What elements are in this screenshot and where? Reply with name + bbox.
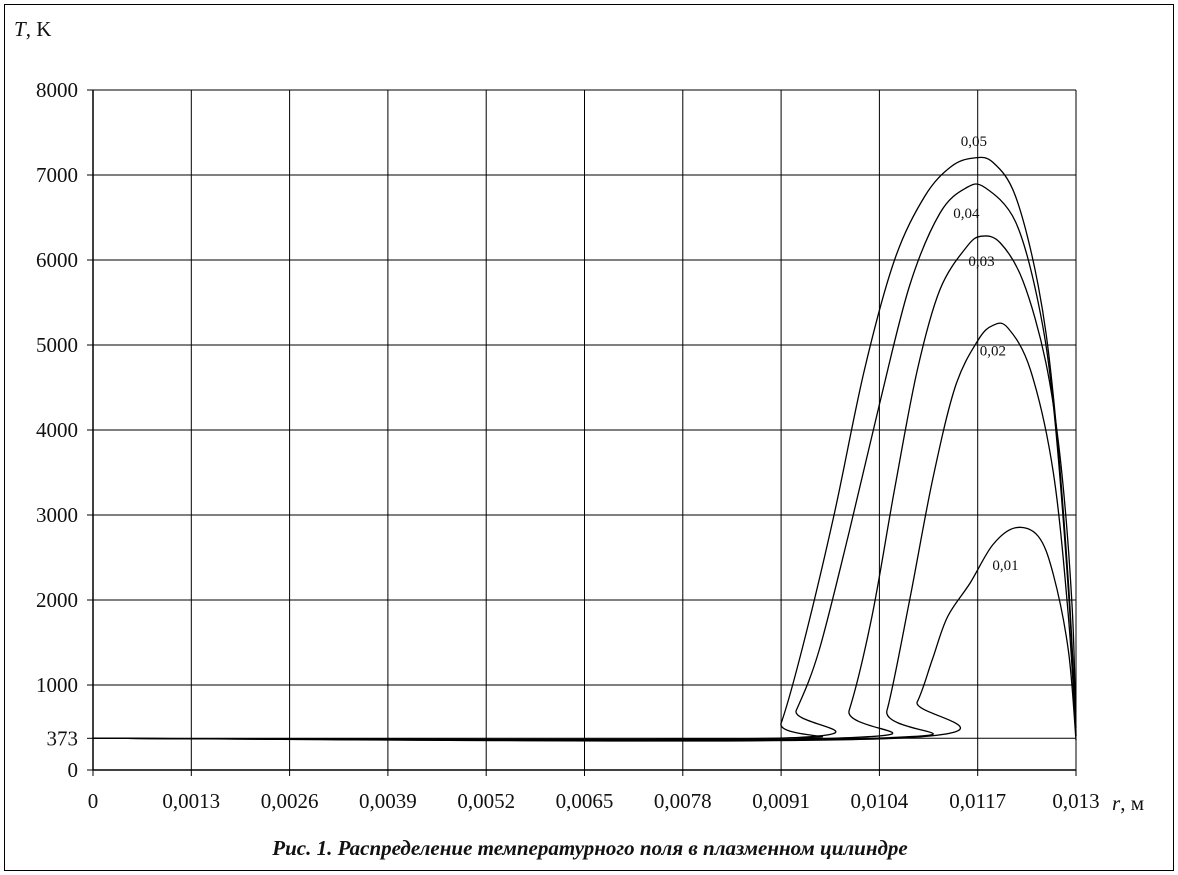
y-tick-label: 3000 [36,503,78,527]
series-labels: 0,05 0,04 0,03 0,02 0,01 [953,134,1018,574]
x-tick-label: 0,0065 [556,789,614,813]
x-tick-label: 0,0078 [654,789,712,813]
x-axis-unit: , м [1120,791,1144,815]
series-line [92,322,1077,742]
y-tick-label: 4000 [36,418,78,442]
x-tick-label: 0,0052 [457,789,515,813]
series-label: 0,02 [980,343,1006,359]
series-label: 0,01 [992,558,1018,574]
x-axis-label: r, м [1112,791,1144,815]
y-tick-label: 1000 [36,673,78,697]
y-tick-label: 373 [47,726,79,750]
figure-frame [4,4,1174,871]
series-line [92,156,1077,741]
y-tick-label: 8000 [36,78,78,102]
series-line [92,235,1077,742]
y-axis-variable: T [14,17,27,41]
series-lines [92,156,1077,742]
series-label: 0,05 [961,134,987,150]
x-tick-label: 0,0013 [162,789,220,813]
axes [87,89,1077,776]
series-line [92,183,1077,742]
x-tick-label: 0,0039 [359,789,417,813]
x-tick-label: 0,0026 [261,789,319,813]
tick-labels: 0 0,0013 0,0026 0,0039 0,0052 0,0065 0,0078 0,0… [36,78,1100,813]
grid [93,89,1077,770]
x-tick-label: 0,0117 [949,789,1006,813]
y-tick-label: 2000 [36,588,78,612]
y-tick-label: 0 [68,758,79,782]
y-tick-label: 7000 [36,163,78,187]
series-label: 0,03 [968,254,994,270]
series-label: 0,04 [953,206,980,222]
series-line [92,526,1077,742]
x-axis-variable: r [1112,791,1121,815]
y-tick-label: 6000 [36,248,78,272]
x-tick-label: 0,0104 [851,789,909,813]
x-tick-label: 0,0091 [752,789,810,813]
y-tick-label: 5000 [36,333,78,357]
x-tick-label: 0,013 [1052,789,1099,813]
figure-caption: Рис. 1. Распределение температурного пол… [271,836,907,860]
y-axis-label: T, K [14,17,51,41]
y-axis-unit: , K [26,17,52,41]
x-tick-label: 0 [88,789,99,813]
